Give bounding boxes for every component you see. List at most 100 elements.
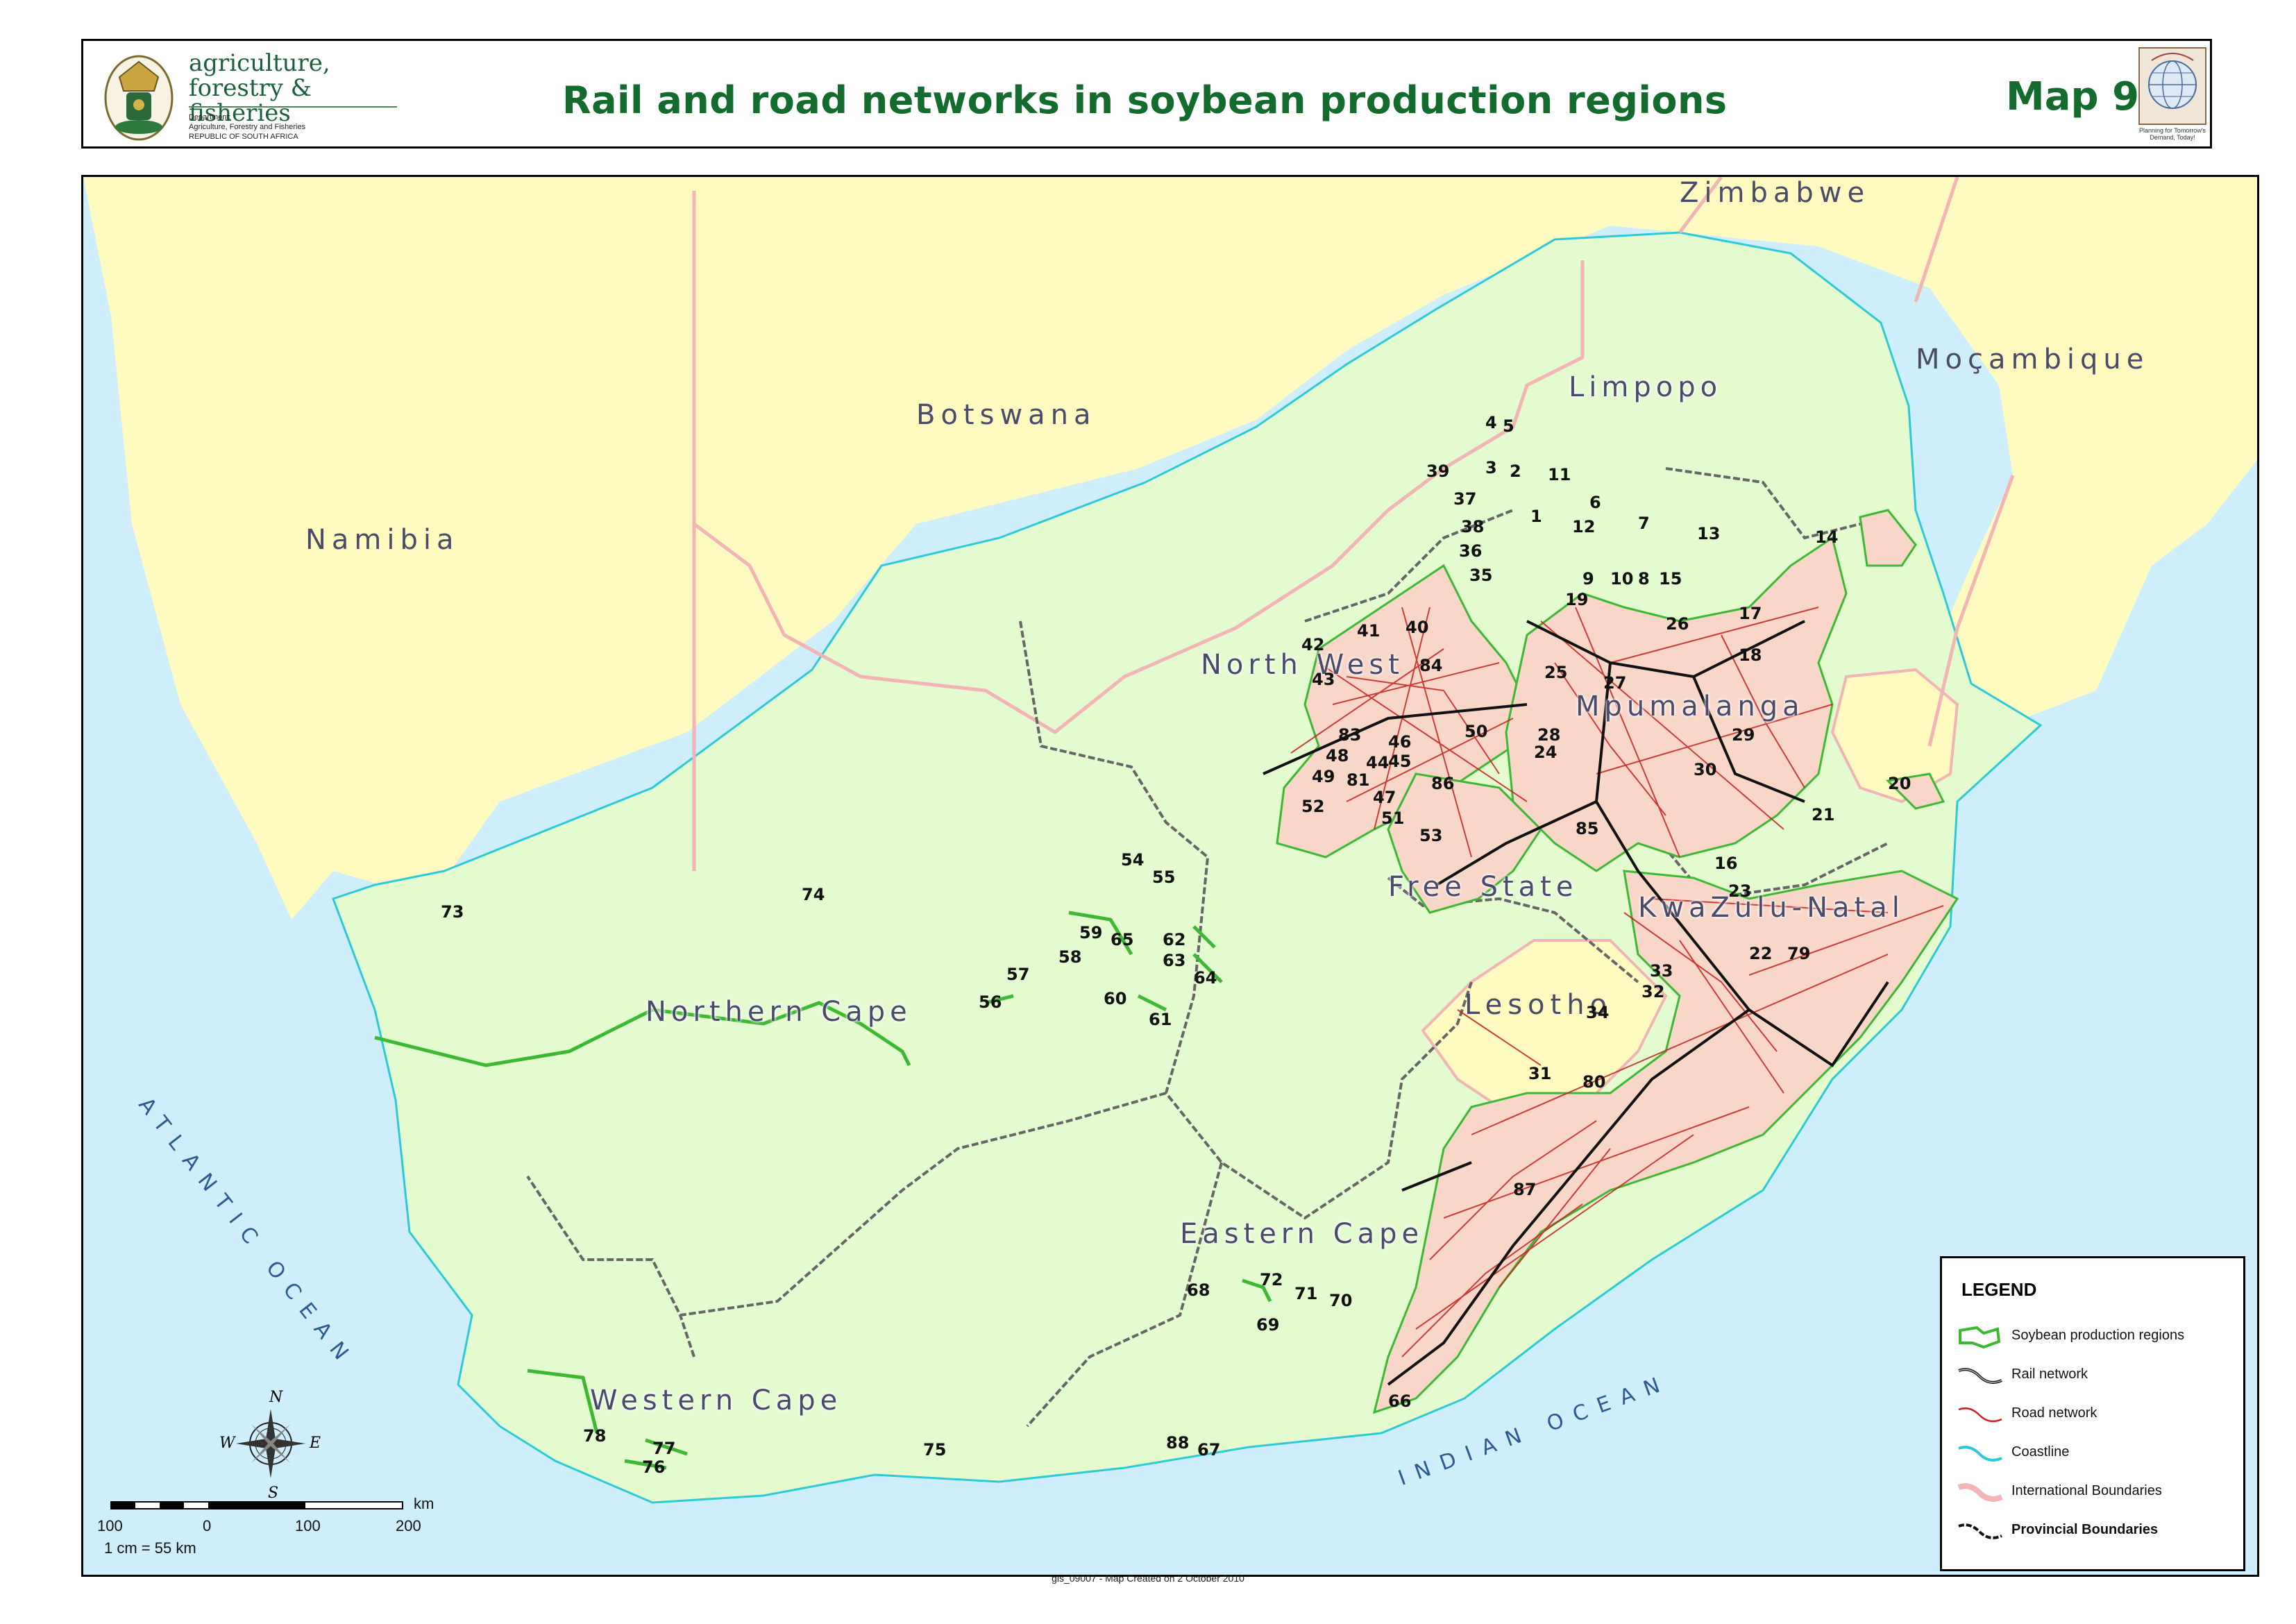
region-number-81: 81 bbox=[1347, 770, 1370, 790]
compass-rose-icon: N E S W bbox=[219, 1389, 321, 1502]
scale-bar-graphic bbox=[110, 1501, 403, 1509]
region-number-87: 87 bbox=[1513, 1180, 1537, 1199]
country-label-mocambique: Moçambique bbox=[1916, 344, 2150, 375]
province-label-limpopo: Limpopo bbox=[1569, 371, 1723, 403]
region-number-55: 55 bbox=[1152, 868, 1176, 887]
region-number-75: 75 bbox=[923, 1440, 947, 1460]
region-number-76: 76 bbox=[642, 1457, 666, 1477]
region-number-70: 70 bbox=[1329, 1291, 1353, 1310]
region-number-31: 31 bbox=[1528, 1064, 1552, 1083]
scale-tick-4: 200 bbox=[396, 1517, 421, 1534]
region-number-4: 4 bbox=[1485, 413, 1497, 432]
production-regions bbox=[1276, 509, 1959, 1414]
region-number-86: 86 bbox=[1431, 774, 1455, 793]
region-number-49: 49 bbox=[1312, 767, 1335, 786]
neighbour-land bbox=[83, 177, 2257, 920]
international-boundary bbox=[692, 177, 2015, 871]
region-number-61: 61 bbox=[1149, 1010, 1172, 1029]
region-number-71: 71 bbox=[1294, 1284, 1318, 1303]
region-number-47: 47 bbox=[1373, 788, 1396, 807]
road-network bbox=[1290, 607, 1944, 1357]
province-label-western-cape: Western Cape bbox=[590, 1385, 843, 1416]
region-number-7: 7 bbox=[1638, 514, 1650, 533]
region-number-66: 66 bbox=[1388, 1392, 1412, 1411]
region-number-60: 60 bbox=[1104, 989, 1127, 1008]
region-number-38: 38 bbox=[1461, 517, 1485, 536]
legend-item-provincial: Provincial Boundaries bbox=[1956, 1515, 2234, 1543]
region-number-30: 30 bbox=[1694, 760, 1717, 779]
region-number-77: 77 bbox=[652, 1439, 676, 1458]
region-number-80: 80 bbox=[1582, 1072, 1606, 1092]
dept-name: Agriculture, Forestry and Fisheries bbox=[189, 123, 306, 131]
region-number-84: 84 bbox=[1419, 656, 1443, 675]
region-number-2: 2 bbox=[1510, 462, 1521, 481]
region-number-13: 13 bbox=[1697, 524, 1721, 543]
region-number-56: 56 bbox=[979, 992, 1002, 1012]
legend-item-soybean: Soybean production regions bbox=[1956, 1321, 2234, 1349]
region-number-59: 59 bbox=[1079, 923, 1103, 942]
legend-label-provincial: Provincial Boundaries bbox=[2011, 1522, 2159, 1537]
region-number-45: 45 bbox=[1388, 752, 1412, 771]
scale-unit: km bbox=[414, 1495, 434, 1512]
region-number-23: 23 bbox=[1728, 881, 1752, 901]
map-number: Map 9 bbox=[2006, 74, 2140, 119]
province-label-northern-cape: Northern Cape bbox=[645, 996, 912, 1028]
province-label-free-state: Free State bbox=[1388, 871, 1578, 903]
region-number-64: 64 bbox=[1194, 968, 1217, 988]
department-logo: agriculture, forestry & fisheries Depart… bbox=[99, 49, 418, 144]
region-number-74: 74 bbox=[802, 885, 825, 904]
provincial-boundary-swatch-icon bbox=[1958, 1523, 2002, 1539]
province-label-north-west: North West bbox=[1201, 649, 1404, 681]
region-number-85: 85 bbox=[1576, 819, 1599, 838]
map-title: Rail and road networks in soybean produc… bbox=[562, 78, 1728, 122]
region-number-78: 78 bbox=[583, 1426, 607, 1446]
province-label-kwazulu-natal: KwaZulu-Natal bbox=[1638, 892, 1905, 924]
region-number-20: 20 bbox=[1888, 774, 1911, 793]
region-number-44: 44 bbox=[1366, 753, 1390, 772]
region-number-28: 28 bbox=[1537, 725, 1561, 745]
region-number-33: 33 bbox=[1650, 961, 1673, 981]
map-layers bbox=[83, 177, 2257, 1504]
region-number-9: 9 bbox=[1582, 569, 1594, 589]
org-name-line1: agriculture, bbox=[189, 49, 330, 77]
region-number-79: 79 bbox=[1787, 944, 1811, 963]
coastline-swatch-icon bbox=[1958, 1446, 2002, 1462]
legend-label-international: International Boundaries bbox=[2011, 1483, 2162, 1498]
region-number-58: 58 bbox=[1058, 947, 1082, 967]
region-number-46: 46 bbox=[1388, 732, 1412, 752]
region-number-35: 35 bbox=[1469, 566, 1493, 585]
dept-label: Department: bbox=[189, 113, 231, 121]
region-number-53: 53 bbox=[1419, 826, 1443, 845]
legend-label-soybean: Soybean production regions bbox=[2011, 1328, 2185, 1343]
region-number-34: 34 bbox=[1586, 1003, 1610, 1022]
region-number-21: 21 bbox=[1812, 805, 1835, 824]
compass-n: N bbox=[269, 1389, 283, 1406]
scale-tick-1: 100 bbox=[97, 1517, 123, 1534]
region-number-57: 57 bbox=[1006, 965, 1030, 984]
region-number-41: 41 bbox=[1357, 621, 1381, 641]
legend-item-international: International Boundaries bbox=[1956, 1476, 2234, 1504]
region-number-15: 15 bbox=[1659, 569, 1682, 589]
scale-tick-3: 100 bbox=[295, 1517, 321, 1534]
region-number-24: 24 bbox=[1534, 743, 1558, 762]
map-canvas: Namibia Botswana Zimbabwe Moçambique Les… bbox=[81, 175, 2259, 1577]
region-number-16: 16 bbox=[1714, 854, 1738, 873]
country-label-botswana: Botswana bbox=[916, 399, 1097, 431]
region-number-65: 65 bbox=[1111, 930, 1134, 949]
region-number-88: 88 bbox=[1166, 1433, 1190, 1453]
region-number-50: 50 bbox=[1464, 722, 1488, 741]
scale-tick-2: 0 bbox=[203, 1517, 212, 1534]
region-number-18: 18 bbox=[1739, 645, 1762, 665]
international-boundary-swatch-icon bbox=[1957, 1483, 2003, 1502]
region-number-22: 22 bbox=[1749, 944, 1773, 963]
region-number-40: 40 bbox=[1406, 618, 1429, 637]
region-number-19: 19 bbox=[1565, 590, 1589, 609]
region-number-8: 8 bbox=[1638, 569, 1650, 589]
region-number-42: 42 bbox=[1301, 635, 1325, 654]
legend-label-rail: Rail network bbox=[2011, 1367, 2088, 1382]
region-number-14: 14 bbox=[1815, 527, 1839, 547]
region-number-5: 5 bbox=[1503, 416, 1514, 436]
region-number-11: 11 bbox=[1548, 465, 1571, 484]
region-number-67: 67 bbox=[1197, 1440, 1221, 1460]
org-name-line2: forestry & fisheries bbox=[189, 74, 312, 127]
